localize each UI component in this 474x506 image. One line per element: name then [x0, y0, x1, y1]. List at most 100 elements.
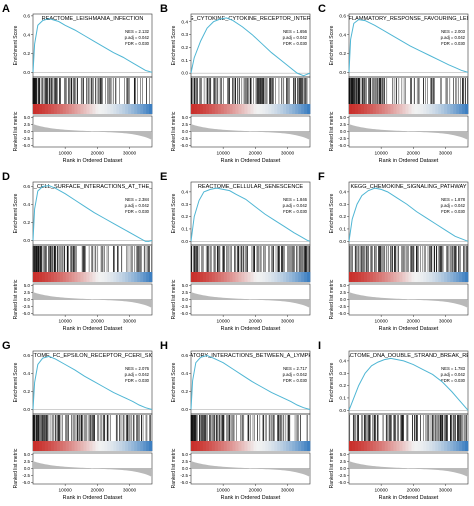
hit-barcode [349, 246, 468, 272]
ramp-segment [405, 104, 409, 114]
stat-label: NES = 1.783 [441, 366, 466, 371]
gsea-panel-b: B KEGG_CYTOKINE_CYTOKINE_RECEPTOR_INTERAC… [160, 3, 311, 164]
ramp-segment [53, 272, 58, 282]
ramp-segment [271, 272, 275, 282]
metric-ytick-label: 0.0 [340, 129, 347, 134]
xtick-label: 10000 [216, 151, 230, 157]
ramp-segment [119, 441, 123, 451]
rank-color-ramp [191, 104, 311, 114]
ramp-segment [456, 272, 460, 282]
es-ytick-label: 0.2 [339, 383, 346, 389]
ramp-segment [74, 441, 78, 451]
metric-ylabel: Ranked list metric [171, 448, 177, 488]
ramp-segment [259, 441, 263, 451]
ramp-segment [387, 441, 391, 451]
stat-label: FDR = 0.030 [125, 378, 150, 383]
ramp-segment [396, 272, 400, 282]
ramp-segment [307, 104, 311, 114]
stat-label: p.adj = 0.042 [125, 372, 150, 377]
es-ylabel: Enrichment Score [13, 25, 19, 65]
x-axis-label: Rank in Ordered Dataset [63, 326, 123, 332]
ramp-segment [113, 272, 117, 282]
ramp-segment [444, 272, 448, 282]
enrichment-curve [348, 357, 469, 411]
stat-label: p.adj = 0.042 [441, 203, 466, 208]
panel-title: REACTOME_LEISHMANIA_INFECTION [42, 16, 144, 22]
rank-color-ramp [349, 441, 469, 451]
stat-label: NES = 1.878 [441, 197, 466, 202]
panel-letter: E [160, 171, 167, 183]
ramp-segment [107, 104, 111, 114]
ramp-segment [369, 272, 374, 282]
es-ytick-label: 0.0 [181, 239, 188, 245]
ramp-segment [229, 104, 233, 114]
stat-label: FDR = 0.030 [441, 378, 466, 383]
xtick-label: 20000 [407, 319, 421, 325]
ramp-segment [465, 272, 469, 282]
ramp-segment [450, 441, 454, 451]
xtick-label: 10000 [58, 319, 72, 325]
ramp-segment [432, 441, 436, 451]
ramp-segment [214, 104, 219, 114]
ramp-segment [411, 272, 415, 282]
gsea-panel-h: HREGULATORY_INTERACTIONS_BETWEEN_A_LYMPH… [160, 340, 311, 501]
ramp-segment [378, 441, 383, 451]
stat-label: FDR = 0.030 [125, 209, 150, 214]
ramp-segment [33, 104, 37, 114]
ramp-segment [77, 272, 81, 282]
panel-letter: H [160, 340, 168, 352]
ramp-segment [235, 272, 239, 282]
es-ytick-label: 0.2 [23, 51, 30, 57]
ramp-segment [110, 441, 114, 451]
ramp-segment [360, 441, 365, 451]
ramp-segment [369, 441, 374, 451]
ramp-segment [56, 104, 61, 114]
ramp-segment [450, 272, 454, 282]
ramp-segment [441, 104, 445, 114]
ramp-segment [298, 104, 302, 114]
ramp-segment [459, 272, 463, 282]
es-ytick-label: 0.2 [181, 214, 188, 220]
stat-label: FDR = 0.030 [441, 209, 466, 214]
metric-ylabel: Ranked list metric [13, 448, 19, 488]
ramp-segment [366, 441, 371, 451]
ranked-metric-area [191, 124, 310, 140]
ramp-segment [351, 104, 356, 114]
metric-ylabel: Ranked list metric [329, 448, 335, 488]
ramp-segment [441, 441, 445, 451]
ramp-segment [292, 441, 296, 451]
stat-label: FDR = 0.030 [283, 209, 308, 214]
ramp-segment [83, 104, 87, 114]
ramp-segment [372, 272, 377, 282]
ramp-segment [256, 441, 260, 451]
ramp-segment [268, 441, 272, 451]
ramp-segment [360, 104, 365, 114]
ramp-segment [149, 272, 153, 282]
ramp-segment [125, 104, 129, 114]
es-ytick-label: 0.2 [181, 45, 188, 51]
ramp-segment [432, 272, 436, 282]
ramp-segment [304, 441, 308, 451]
xtick-label: 10000 [374, 151, 388, 157]
metric-ytick-label: 0.0 [340, 297, 347, 302]
ramp-segment [208, 104, 213, 114]
ramp-segment [417, 272, 421, 282]
ramp-segment [277, 272, 281, 282]
ranked-metric-area [33, 461, 152, 477]
ramp-segment [372, 104, 377, 114]
ramp-segment [462, 104, 466, 114]
ramp-segment [56, 272, 61, 282]
ramp-segment [375, 104, 380, 114]
ramp-segment [241, 104, 245, 114]
ramp-segment [304, 272, 308, 282]
metric-ytick-label: 5.0 [182, 283, 189, 288]
ramp-segment [77, 441, 81, 451]
ramp-segment [86, 441, 90, 451]
es-ytick-label: 0.2 [181, 389, 188, 395]
ramp-segment [71, 272, 75, 282]
ramp-segment [256, 272, 260, 282]
ramp-segment [226, 272, 230, 282]
stat-label: p.adj = 0.042 [283, 35, 308, 40]
ramp-segment [292, 104, 296, 114]
ramp-segment [307, 272, 311, 282]
